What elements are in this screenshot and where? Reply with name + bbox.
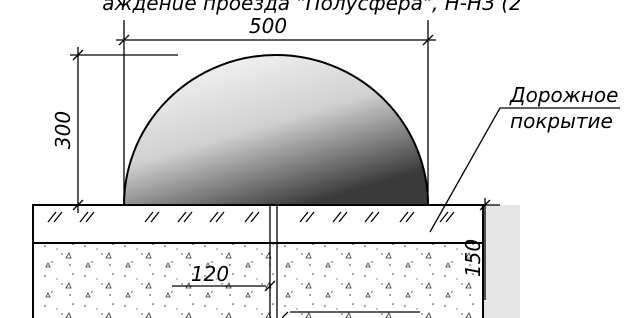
edge-strip	[483, 205, 520, 318]
dim-depth: 150	[461, 239, 485, 277]
dim-gap: 120	[191, 262, 229, 286]
title: ажденuе проезда "Полусфера", Н-НЗ (2	[102, 0, 522, 15]
drawing: ажденuе проезда "Полусфера", Н-НЗ (2 500…	[0, 0, 624, 318]
dome	[124, 55, 428, 205]
dim-height: 300	[51, 111, 75, 149]
label-line1: Дорожное	[509, 83, 618, 107]
concrete	[33, 243, 483, 318]
label-line2: покрытие	[510, 109, 613, 133]
dim-width: 500	[249, 14, 287, 38]
hatching	[48, 212, 454, 222]
